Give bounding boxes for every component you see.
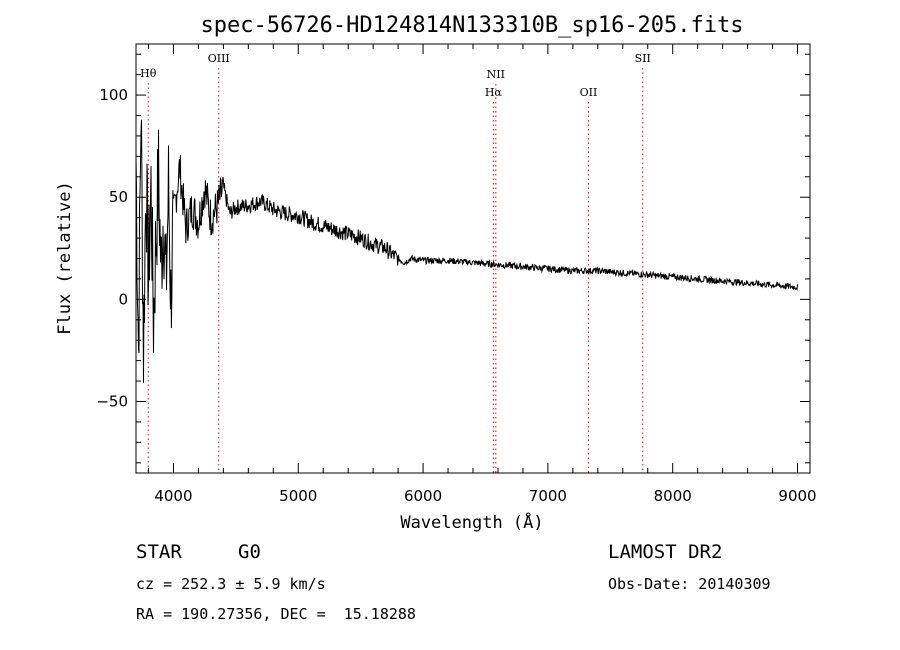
- y-tick-label: −50: [96, 393, 128, 411]
- redshift-text: cz = 252.3 ± 5.9 km/s: [136, 575, 326, 593]
- plot-frame: [135, 43, 811, 474]
- emission-line-label: OIII: [208, 52, 230, 65]
- emission-line-markers: Hθ OIII NII Hα OII SII: [140, 52, 651, 473]
- y-tick-label: 50: [109, 188, 128, 206]
- spectrum-line: [135, 119, 798, 383]
- spectral-class: G0: [238, 541, 261, 563]
- x-tick-label: 4000: [154, 487, 192, 505]
- emission-line-label: OII: [580, 86, 598, 99]
- x-axis-label: Wavelength (Å): [400, 511, 543, 533]
- spectrum-series: [135, 119, 798, 383]
- x-tick-label: 8000: [654, 487, 692, 505]
- emission-line-label: Hθ: [140, 67, 157, 80]
- chart-title: spec-56726-HD124814N133310B_sp16-205.fit…: [200, 13, 743, 38]
- x-tick-label: 9000: [778, 487, 816, 505]
- axes: 4000 5000 6000 7000 8000 9000 −50 0 50 100: [96, 44, 817, 505]
- emission-line-label: NII: [487, 68, 505, 81]
- coordinates: RA = 190.27356, DEC = 15.18288: [136, 605, 416, 623]
- y-tick-label: 100: [99, 86, 128, 104]
- survey-name: LAMOST DR2: [608, 541, 723, 563]
- obs-date: Obs-Date: 20140309: [608, 575, 771, 593]
- emission-line-label: SII: [635, 52, 651, 65]
- x-tick-label: 5000: [279, 487, 317, 505]
- y-axis-label: Flux (relative): [55, 181, 75, 335]
- object-type: STAR: [136, 541, 182, 563]
- emission-line-label: Hα: [485, 86, 503, 99]
- x-tick-label: 7000: [529, 487, 567, 505]
- x-tick-label: 6000: [404, 487, 442, 505]
- y-tick-label: 0: [118, 290, 128, 308]
